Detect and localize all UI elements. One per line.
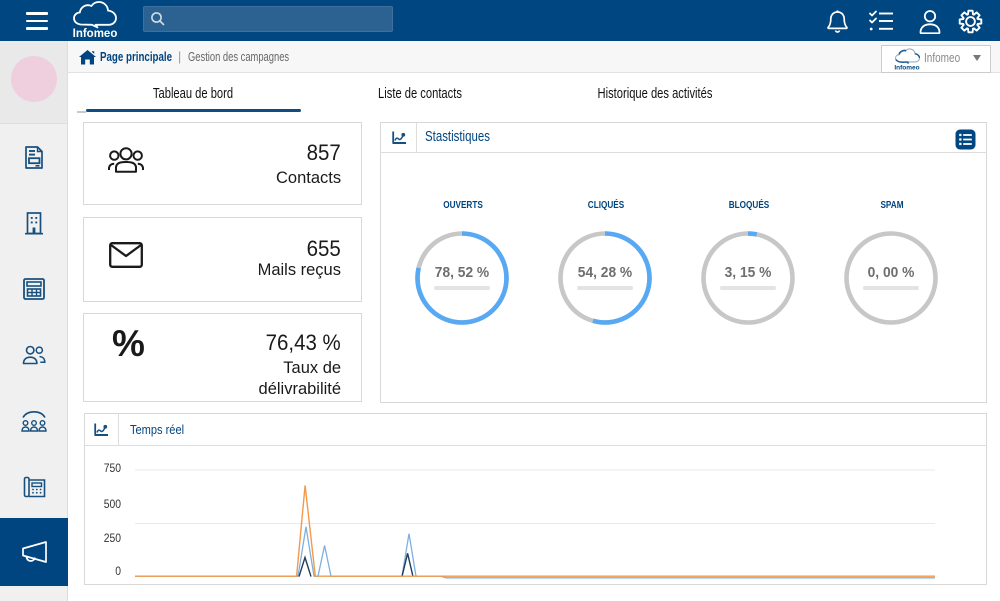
- svg-text:Infomeo: Infomeo: [894, 65, 919, 72]
- svg-text:Infomeo: Infomeo: [73, 28, 118, 40]
